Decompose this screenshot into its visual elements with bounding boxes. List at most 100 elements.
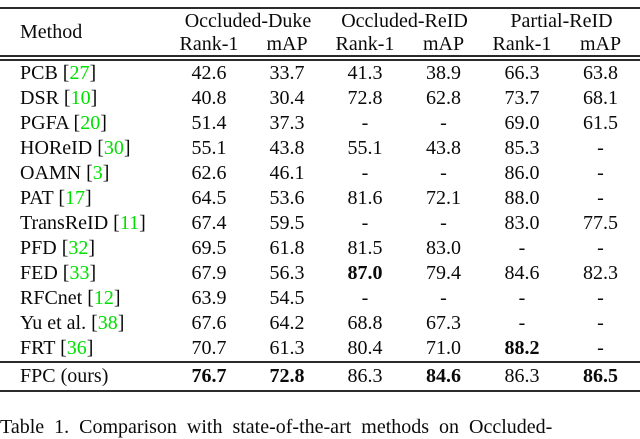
metric-value: 84.6: [504, 262, 540, 284]
metric-value: 66.3: [504, 62, 540, 84]
citation-link[interactable]: 20: [80, 112, 101, 134]
citation-link[interactable]: 12: [93, 287, 114, 309]
metric-value: 43.8: [426, 137, 461, 159]
method-label: FED [: [20, 262, 70, 284]
method-label: Yu et al. [: [20, 312, 98, 334]
metric-value: 86.3: [504, 365, 540, 387]
metric-value: -: [361, 112, 369, 134]
method-label: PCB [: [20, 62, 70, 84]
column-group-occluded-duke: Occluded-Duke: [184, 10, 312, 32]
citation-link[interactable]: 27: [69, 62, 90, 84]
metric-value: -: [597, 162, 604, 184]
metric-value: 61.5: [583, 112, 618, 134]
metric-value: 55.1: [191, 137, 227, 159]
metric-value: 62.6: [191, 162, 227, 184]
method-name: TransReID [11]: [0, 211, 170, 236]
citation-bracket: ]: [89, 62, 97, 84]
table-row: FED [33] 67.9 56.3 87.0 79.4 84.6 82.3: [0, 261, 640, 286]
table-row: PGFA [20] 51.4 37.3 - - 69.0 61.5: [0, 111, 640, 136]
metric-value: 82.3: [583, 262, 618, 284]
citation-link[interactable]: 38: [97, 312, 118, 334]
table-row: PFD [32] 69.5 61.8 81.5 83.0 - -: [0, 236, 640, 261]
method-label: PAT [: [20, 187, 66, 209]
citation-link[interactable]: 33: [69, 262, 90, 284]
metric-value: 87.0: [347, 262, 383, 284]
table-row: FPC (ours) 76.7 72.8 86.3 84.6 86.3 86.5: [0, 362, 640, 391]
metric-value: 67.6: [191, 312, 227, 334]
metric-value: 81.5: [347, 237, 383, 259]
citation-bracket: ]: [88, 237, 96, 259]
column-header-map: mAP: [579, 33, 622, 55]
method-label: TransReID [: [20, 212, 120, 234]
metric-value: 67.9: [191, 262, 227, 284]
method-label: RFCnet [: [20, 287, 94, 309]
metric-value: 43.8: [269, 137, 305, 159]
citation-link[interactable]: 36: [66, 337, 87, 359]
column-header-map: mAP: [266, 33, 308, 55]
citation-link[interactable]: 30: [103, 137, 124, 159]
citation-link[interactable]: 32: [68, 237, 89, 259]
table-row: PCB [27] 42.6 33.7 41.3 38.9 66.3 63.8: [0, 58, 640, 86]
metric-value: -: [518, 287, 526, 309]
table-row: HOReID [30] 55.1 43.8 55.1 43.8 85.3 -: [0, 136, 640, 161]
citation-bracket: ]: [85, 187, 92, 209]
metric-value: -: [597, 312, 604, 334]
metric-value: 73.7: [504, 87, 540, 109]
table-row: PAT [17] 64.5 53.6 81.6 72.1 88.0 -: [0, 186, 640, 211]
metric-value: 79.4: [426, 262, 461, 284]
citation-bracket: ]: [139, 212, 146, 234]
method-name: PFD [32]: [0, 236, 170, 261]
metric-value: 81.6: [347, 187, 383, 209]
metric-value: 69.0: [504, 112, 540, 134]
method-label: FRT [: [20, 337, 67, 359]
metric-value: -: [518, 312, 526, 334]
metric-value: 72.8: [269, 365, 305, 387]
table-row: DSR [10] 40.8 30.4 72.8 62.8 73.7 68.1: [0, 86, 640, 111]
column-header-rank1: Rank-1: [492, 33, 552, 55]
metric-value: 63.8: [583, 62, 618, 84]
results-table: Method Occluded-Duke Occluded-ReID Parti…: [0, 7, 640, 392]
table-row: FRT [36] 70.7 61.3 80.4 71.0 88.2 -: [0, 336, 640, 362]
citation-link[interactable]: 3: [92, 162, 103, 184]
metric-value: 56.3: [269, 262, 305, 284]
metric-value: 67.3: [426, 312, 461, 334]
metric-value: -: [440, 287, 447, 309]
table-row: RFCnet [12] 63.9 54.5 - - - -: [0, 286, 640, 311]
metric-value: 72.1: [426, 187, 461, 209]
metric-value: 72.8: [347, 87, 383, 109]
method-name: RFCnet [12]: [0, 286, 170, 311]
metric-value: 64.5: [191, 187, 227, 209]
metric-value: 30.4: [269, 87, 305, 109]
metric-value: 80.4: [347, 337, 383, 359]
metric-value: 51.4: [191, 112, 227, 134]
metric-value: -: [361, 162, 369, 184]
method-name: FRT [36]: [0, 336, 170, 362]
metric-value: 76.7: [191, 365, 227, 387]
metric-value: 70.7: [191, 337, 227, 359]
citation-link[interactable]: 10: [70, 87, 91, 109]
metric-value: 68.8: [347, 312, 383, 334]
metric-value: -: [597, 237, 604, 259]
metric-value: 37.3: [269, 112, 305, 134]
column-header-method: Method: [20, 21, 83, 43]
header-group-row: Method Occluded-Duke Occluded-ReID Parti…: [0, 8, 640, 43]
metric-value: 40.8: [191, 87, 227, 109]
metric-value: 55.1: [347, 137, 383, 159]
header-sub-row: Rank-1 mAP Rank-1 mAP Rank-1 mAP: [0, 33, 640, 58]
citation-link[interactable]: 17: [65, 187, 86, 209]
metric-value: 88.0: [504, 187, 540, 209]
metric-value: 68.1: [583, 87, 618, 109]
method-label: HOReID [: [20, 137, 104, 159]
metric-value: -: [518, 237, 526, 259]
method-name: PAT [17]: [0, 186, 170, 211]
metric-value: 38.9: [426, 62, 461, 84]
metric-value: 67.4: [191, 212, 227, 234]
metric-value: 53.6: [269, 187, 305, 209]
results-table-body: PCB [27] 42.6 33.7 41.3 38.9 66.3 63.8 DSR [10]…: [0, 58, 640, 391]
metric-value: -: [597, 287, 604, 309]
table-header: Method Occluded-Duke Occluded-ReID Parti…: [0, 8, 640, 58]
citation-link[interactable]: 11: [119, 212, 140, 234]
table-row: Yu et al. [38] 67.6 64.2 68.8 67.3 - -: [0, 311, 640, 336]
citation-bracket: ]: [102, 162, 110, 184]
metric-value: 64.2: [269, 312, 305, 334]
